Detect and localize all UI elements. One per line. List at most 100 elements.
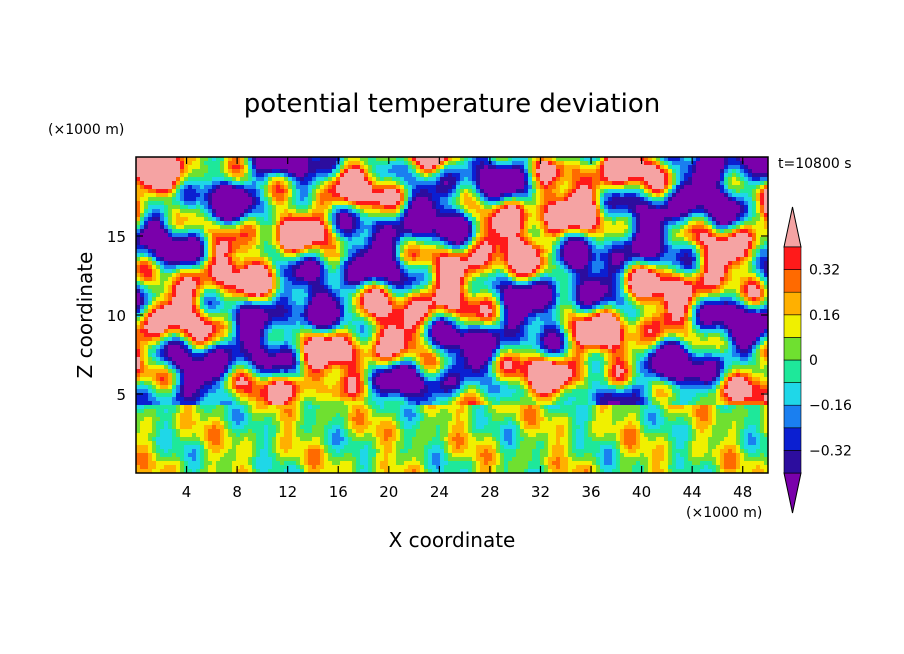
field-cell xyxy=(236,189,241,194)
field-cell xyxy=(664,157,669,162)
field-cell xyxy=(420,161,425,166)
field-cell xyxy=(276,205,281,210)
field-cell xyxy=(280,237,285,242)
field-cell xyxy=(204,169,209,174)
field-cell xyxy=(528,225,533,230)
field-cell xyxy=(180,213,185,218)
field-cell xyxy=(484,245,489,250)
field-cell xyxy=(480,181,485,186)
field-cell xyxy=(196,169,201,174)
field-cell xyxy=(408,221,413,226)
field-cell xyxy=(236,241,241,246)
field-cell xyxy=(304,261,309,266)
field-cell xyxy=(288,177,293,182)
field-cell xyxy=(160,169,165,174)
field-cell xyxy=(424,193,429,198)
field-cell xyxy=(508,185,513,190)
field-cell xyxy=(452,161,457,166)
field-cell xyxy=(436,173,441,178)
field-cell xyxy=(172,237,177,242)
field-cell xyxy=(224,173,229,178)
field-cell xyxy=(484,157,489,162)
field-cell xyxy=(740,241,745,246)
field-cell xyxy=(388,265,393,270)
field-cell xyxy=(140,197,145,202)
field-cell xyxy=(592,237,597,242)
field-cell xyxy=(312,241,317,246)
field-cell xyxy=(352,273,357,278)
field-cell xyxy=(720,189,725,194)
field-cell xyxy=(284,197,289,202)
field-cell xyxy=(424,169,429,174)
field-cell xyxy=(148,237,153,242)
field-cell xyxy=(388,157,393,162)
field-cell xyxy=(720,197,725,202)
field-cell xyxy=(720,193,725,198)
field-cell xyxy=(624,189,629,194)
field-cell xyxy=(612,209,617,214)
field-cell xyxy=(648,177,653,182)
field-cell xyxy=(512,249,517,254)
field-cell xyxy=(700,217,705,222)
field-cell xyxy=(288,169,293,174)
field-cell xyxy=(428,245,433,250)
field-cell xyxy=(372,169,377,174)
field-cell xyxy=(344,209,349,214)
field-cell xyxy=(528,245,533,250)
field-cell xyxy=(468,281,473,286)
field-cell xyxy=(136,265,141,270)
field-cell xyxy=(712,193,717,198)
field-cell xyxy=(196,237,201,242)
field-cell xyxy=(548,249,553,254)
field-cell xyxy=(588,261,593,266)
field-cell xyxy=(328,193,333,198)
field-cell xyxy=(512,265,517,270)
field-cell xyxy=(408,165,413,170)
field-cell xyxy=(764,177,768,182)
field-cell xyxy=(252,253,257,258)
field-cell xyxy=(148,193,153,198)
field-cell xyxy=(168,257,173,262)
field-cell xyxy=(260,265,265,270)
field-cell xyxy=(392,193,397,198)
field-cell xyxy=(296,269,301,274)
field-cell xyxy=(364,249,369,254)
field-cell xyxy=(680,193,685,198)
field-cell xyxy=(320,173,325,178)
field-cell xyxy=(676,205,681,210)
field-cell xyxy=(452,193,457,198)
field-cell xyxy=(608,277,613,282)
field-cell xyxy=(240,197,245,202)
field-cell xyxy=(636,269,641,274)
field-cell xyxy=(308,277,313,282)
field-cell xyxy=(300,189,305,194)
field-cell xyxy=(428,269,433,274)
field-cell xyxy=(680,185,685,190)
field-cell xyxy=(272,217,277,222)
field-cell xyxy=(648,237,653,242)
field-cell xyxy=(168,225,173,230)
field-cell xyxy=(592,177,597,182)
field-cell xyxy=(212,185,217,190)
field-cell xyxy=(200,269,205,274)
field-cell xyxy=(380,253,385,258)
field-cell xyxy=(148,177,153,182)
field-cell xyxy=(312,257,317,262)
field-cell xyxy=(728,241,733,246)
field-cell xyxy=(648,225,653,230)
field-cell xyxy=(740,261,745,266)
field-cell xyxy=(360,277,365,282)
field-cell xyxy=(228,269,233,274)
field-cell xyxy=(516,177,521,182)
field-cell xyxy=(444,249,449,254)
field-cell xyxy=(464,249,469,254)
field-cell xyxy=(484,213,489,218)
field-cell xyxy=(380,249,385,254)
field-cell xyxy=(352,225,357,230)
field-cell xyxy=(692,253,697,258)
field-cell xyxy=(332,261,337,266)
field-cell xyxy=(348,241,353,246)
field-cell xyxy=(624,161,629,166)
field-cell xyxy=(500,157,505,162)
field-cell xyxy=(336,265,341,270)
